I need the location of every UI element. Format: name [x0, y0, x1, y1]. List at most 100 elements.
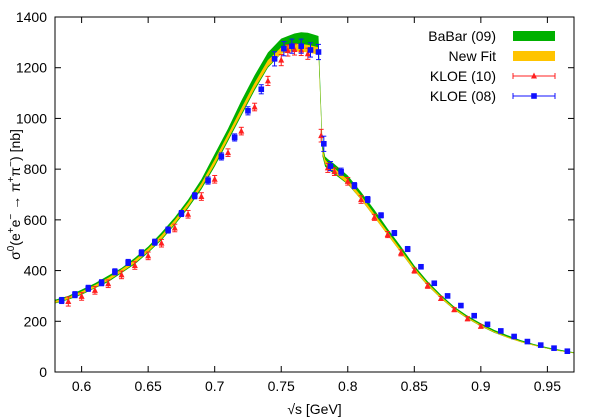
band-0: [55, 32, 574, 354]
x-tick-label: 0.65: [135, 378, 162, 394]
kloe08-point: [112, 268, 118, 276]
kloe08-point: [298, 38, 304, 54]
kloe08-point: [138, 249, 145, 257]
kloe10-point: [238, 126, 245, 136]
kloe10-point: [477, 322, 484, 329]
kloe10-point: [251, 102, 258, 112]
kloe08-point: [551, 345, 557, 351]
kloe08-point: [321, 135, 327, 152]
kloe10-point: [464, 315, 471, 322]
y-tick-label: 800: [24, 161, 48, 177]
kloe10-point: [211, 174, 218, 184]
x-tick-label: 0.95: [534, 378, 561, 394]
legend-swatch: [513, 31, 555, 41]
kloe08-point: [231, 133, 238, 142]
kloe10-point: [131, 261, 138, 270]
kloe08-point: [498, 328, 504, 334]
kloe08-point: [564, 348, 571, 355]
kloe08-point: [444, 293, 451, 299]
kloe10-point: [158, 238, 165, 248]
kloe08-point: [458, 302, 464, 309]
kloe08-point: [152, 238, 158, 246]
kloe10-point: [344, 177, 351, 186]
x-tick-label: 0.7: [205, 378, 225, 394]
kloe10-point: [145, 251, 152, 261]
y-axis-title: σ0(e+e− → π+π−) [nb]: [6, 129, 23, 260]
kloe10-point: [411, 267, 418, 274]
kloe10-point: [358, 195, 365, 204]
kloe08-point: [351, 182, 358, 190]
y-tick-label: 600: [24, 212, 48, 228]
kloe08-point: [165, 226, 171, 234]
legend-marker: [531, 72, 537, 79]
kloe08-point: [391, 230, 398, 237]
kloe08-point: [484, 321, 491, 328]
kloe10-point: [225, 148, 231, 157]
series-points: [58, 38, 571, 355]
kloe08-point: [205, 176, 211, 185]
kloe10-point: [171, 223, 178, 233]
kloe10-point: [91, 286, 98, 295]
legend-item: BaBar (09): [428, 28, 555, 44]
kloe08-point: [85, 284, 92, 292]
y-tick-label: 1000: [16, 110, 47, 126]
kloe10-point: [371, 213, 378, 221]
kloe08-point: [258, 84, 265, 95]
y-tick-label: 200: [24, 313, 48, 329]
kloe08-point: [281, 41, 287, 57]
kloe08-point: [98, 279, 105, 287]
kloe08-point: [378, 212, 384, 219]
kloe08-point: [364, 196, 371, 204]
x-axis-title: √s [GeV]: [287, 401, 341, 417]
kloe10-point: [437, 294, 444, 301]
kloe08-point: [524, 338, 531, 345]
kloe08-point: [511, 333, 517, 340]
y-tick-label: 1200: [16, 60, 47, 76]
kloe08-point: [271, 51, 278, 67]
x-tick-label: 0.75: [268, 378, 295, 394]
kloe08-point: [537, 342, 544, 348]
x-tick-label: 0.9: [471, 378, 491, 394]
legend-label: BaBar (09): [428, 28, 496, 44]
y-tick-label: 400: [24, 263, 48, 279]
kloe10-point: [198, 192, 205, 201]
kloe08-point: [327, 161, 334, 172]
kloe08-point: [307, 42, 314, 58]
kloe10-point: [451, 306, 458, 313]
kloe08-point: [178, 209, 185, 218]
kloe08-point: [125, 258, 131, 266]
legend-item: KLOE (08): [430, 88, 556, 104]
kloe10-point: [331, 167, 338, 176]
kloe10-point: [78, 292, 85, 301]
x-tick-label: 0.85: [401, 378, 428, 394]
kloe10-point: [118, 270, 125, 280]
kloe10-point: [384, 231, 391, 239]
y-axis: 0 200 400 600 800 1000 1200 1400: [16, 9, 574, 380]
kloe08-point: [431, 280, 438, 287]
x-tick-label: 0.6: [72, 378, 92, 394]
x-tick-label: 0.8: [338, 378, 358, 394]
kloe10-point: [264, 75, 271, 86]
kloe08-point: [404, 245, 411, 253]
kloe10-point: [278, 54, 285, 67]
band-1: [55, 43, 574, 354]
kloe10-point: [398, 249, 404, 257]
plot-frame: [54, 16, 575, 373]
kloe08-point: [418, 263, 424, 270]
kloe08-point: [289, 38, 295, 54]
legend-swatch: [513, 51, 555, 61]
legend-item: KLOE (10): [430, 68, 556, 84]
legend-marker: [531, 93, 537, 99]
legend-item: New Fit: [449, 48, 555, 64]
kloe10-point: [318, 128, 325, 143]
kloe08-point: [72, 291, 78, 299]
kloe08-point: [315, 43, 322, 61]
kloe08-point: [471, 312, 477, 319]
kloe10-point: [65, 296, 72, 307]
kloe10-point: [185, 209, 192, 219]
kloe10-point: [105, 279, 112, 289]
legend: BaBar (09) New Fit KLOE (10) KLOE (08): [428, 28, 556, 104]
series-bands: [55, 32, 574, 354]
x-axis: 0.6 0.65 0.7 0.75 0.8 0.85 0.9 0.95: [72, 17, 561, 394]
